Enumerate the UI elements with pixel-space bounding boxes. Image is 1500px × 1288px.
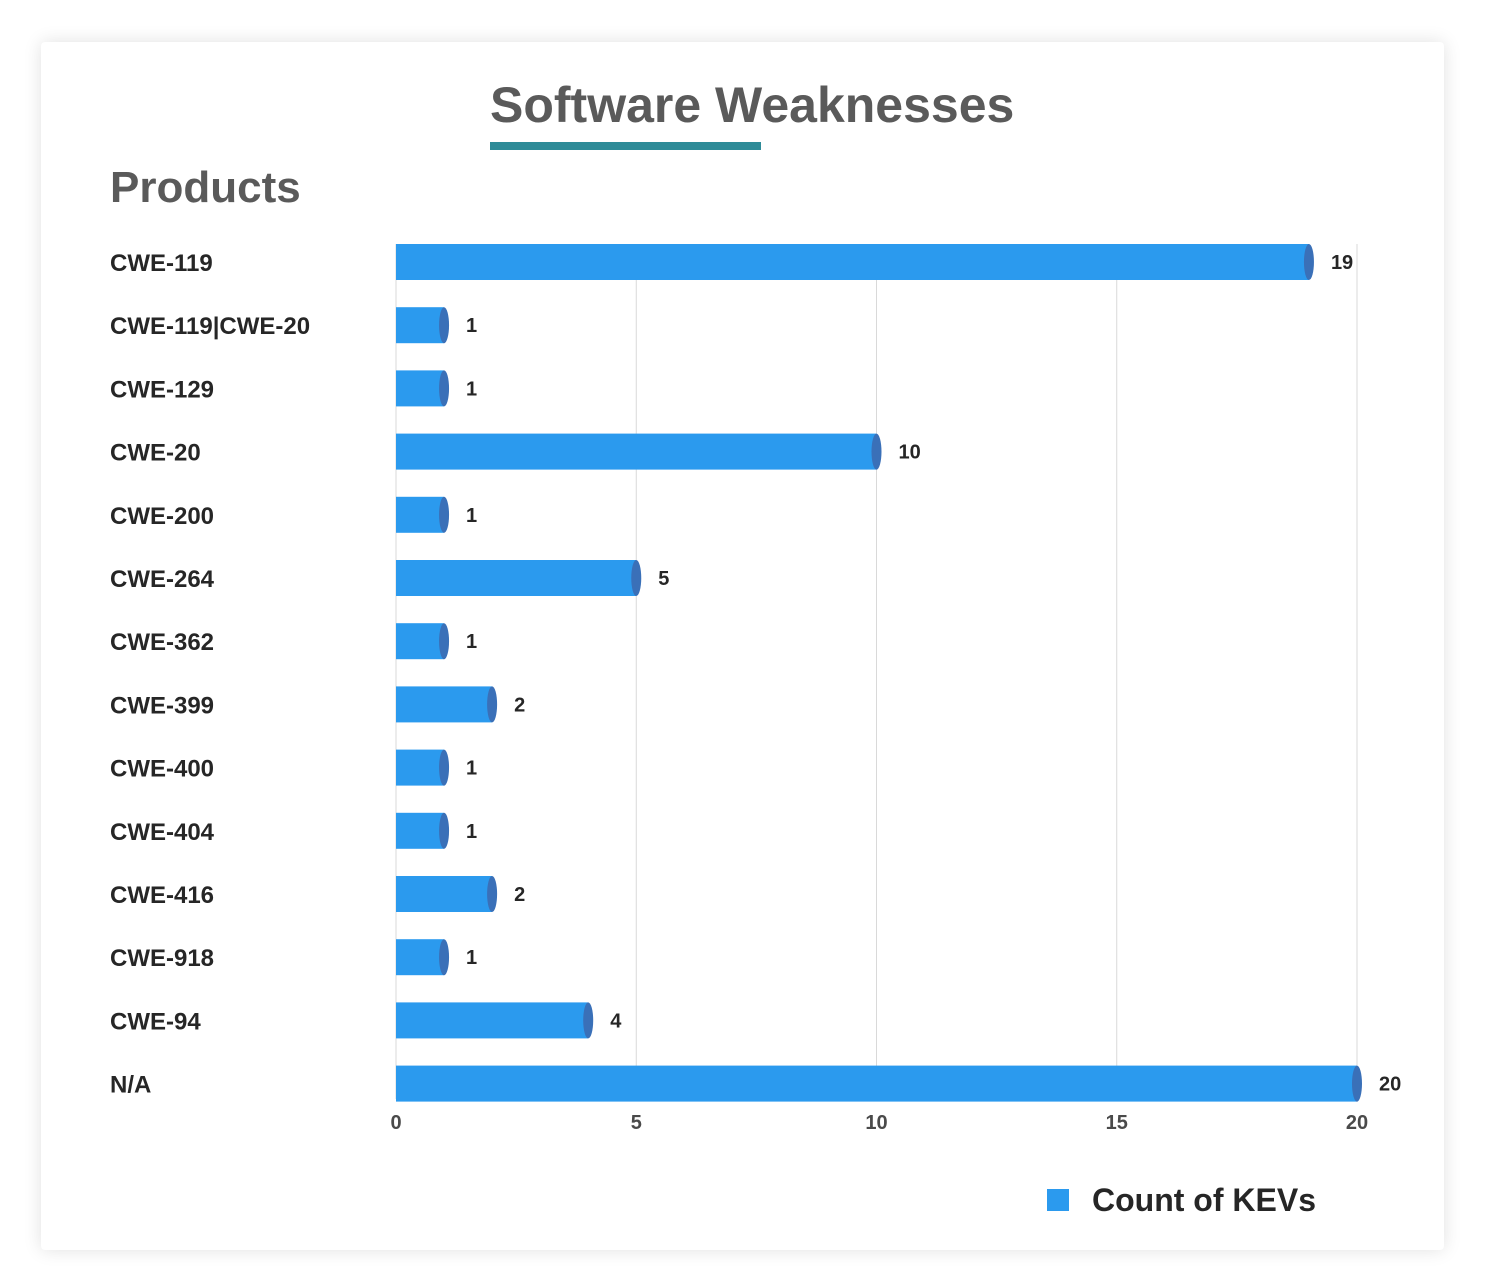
data-label: 1 [466, 505, 477, 527]
category-label: CWE-94 [110, 1008, 201, 1035]
bar [396, 370, 445, 407]
category-label: CWE-362 [110, 629, 214, 656]
bar-cap [871, 433, 882, 470]
x-tick-label: 20 [1346, 1112, 1368, 1134]
category-label: CWE-264 [110, 566, 215, 593]
bar-cap [439, 812, 450, 849]
bar-cap [631, 560, 642, 596]
category-label: CWE-119|CWE-20 [110, 313, 310, 340]
category-label: CWE-200 [110, 503, 214, 530]
data-label: 4 [610, 1010, 622, 1032]
data-label: 1 [466, 821, 477, 843]
bar [396, 876, 493, 912]
category-label: CWE-129 [110, 376, 214, 403]
data-label: 19 [1331, 252, 1353, 274]
bar [396, 749, 445, 786]
bars [396, 244, 1362, 1102]
category-label: CWE-404 [110, 819, 215, 846]
chart-subtitle: Products [110, 163, 301, 212]
bar [396, 560, 637, 596]
data-label: 1 [466, 758, 477, 780]
data-label: 1 [466, 315, 477, 337]
bar [396, 1002, 589, 1039]
legend-label: Count of KEVs [1092, 1182, 1316, 1218]
category-label: CWE-20 [110, 440, 201, 467]
x-tick-label: 0 [390, 1112, 401, 1134]
bar-cap [439, 307, 450, 344]
bar [396, 244, 1309, 280]
category-label: CWE-119 [110, 250, 213, 277]
bar-cap [439, 939, 450, 976]
bar [396, 939, 445, 976]
bar [396, 812, 445, 849]
bar-cap [439, 496, 450, 533]
category-label: CWE-918 [110, 945, 214, 972]
bar-cap [583, 1002, 594, 1039]
data-label: 10 [899, 442, 921, 464]
bar [396, 433, 877, 470]
chart-title: Software Weaknesses [490, 77, 1014, 133]
bar-cap [1303, 244, 1314, 280]
data-label: 2 [514, 694, 525, 716]
data-label: 1 [466, 631, 477, 653]
data-label: 1 [466, 947, 477, 969]
chart-card [41, 42, 1444, 1250]
category-label: CWE-399 [110, 692, 214, 719]
bar-cap [439, 370, 450, 407]
bar [396, 623, 445, 660]
bar [396, 1065, 1357, 1102]
data-label: 20 [1379, 1074, 1401, 1096]
bar-cap [439, 623, 450, 660]
x-tick-label: 15 [1106, 1112, 1128, 1134]
category-label: CWE-400 [110, 756, 214, 783]
x-tick-label: 5 [631, 1112, 642, 1134]
category-label: N/A [110, 1072, 151, 1099]
bar-cap [487, 686, 498, 723]
data-label: 1 [466, 378, 477, 400]
bar-cap [1352, 1065, 1362, 1102]
gridlines [395, 244, 1358, 1099]
category-label: CWE-416 [110, 882, 214, 909]
bar [396, 686, 493, 723]
x-tick-label: 10 [865, 1112, 887, 1134]
bar [396, 307, 445, 344]
legend: Count of KEVs [1047, 1182, 1316, 1218]
bar-cap [487, 876, 498, 912]
bar-cap [439, 749, 450, 786]
data-label: 2 [514, 884, 525, 906]
data-label: 5 [658, 568, 669, 590]
bar [396, 496, 445, 533]
legend-swatch [1047, 1189, 1069, 1211]
title-underline [490, 142, 761, 150]
